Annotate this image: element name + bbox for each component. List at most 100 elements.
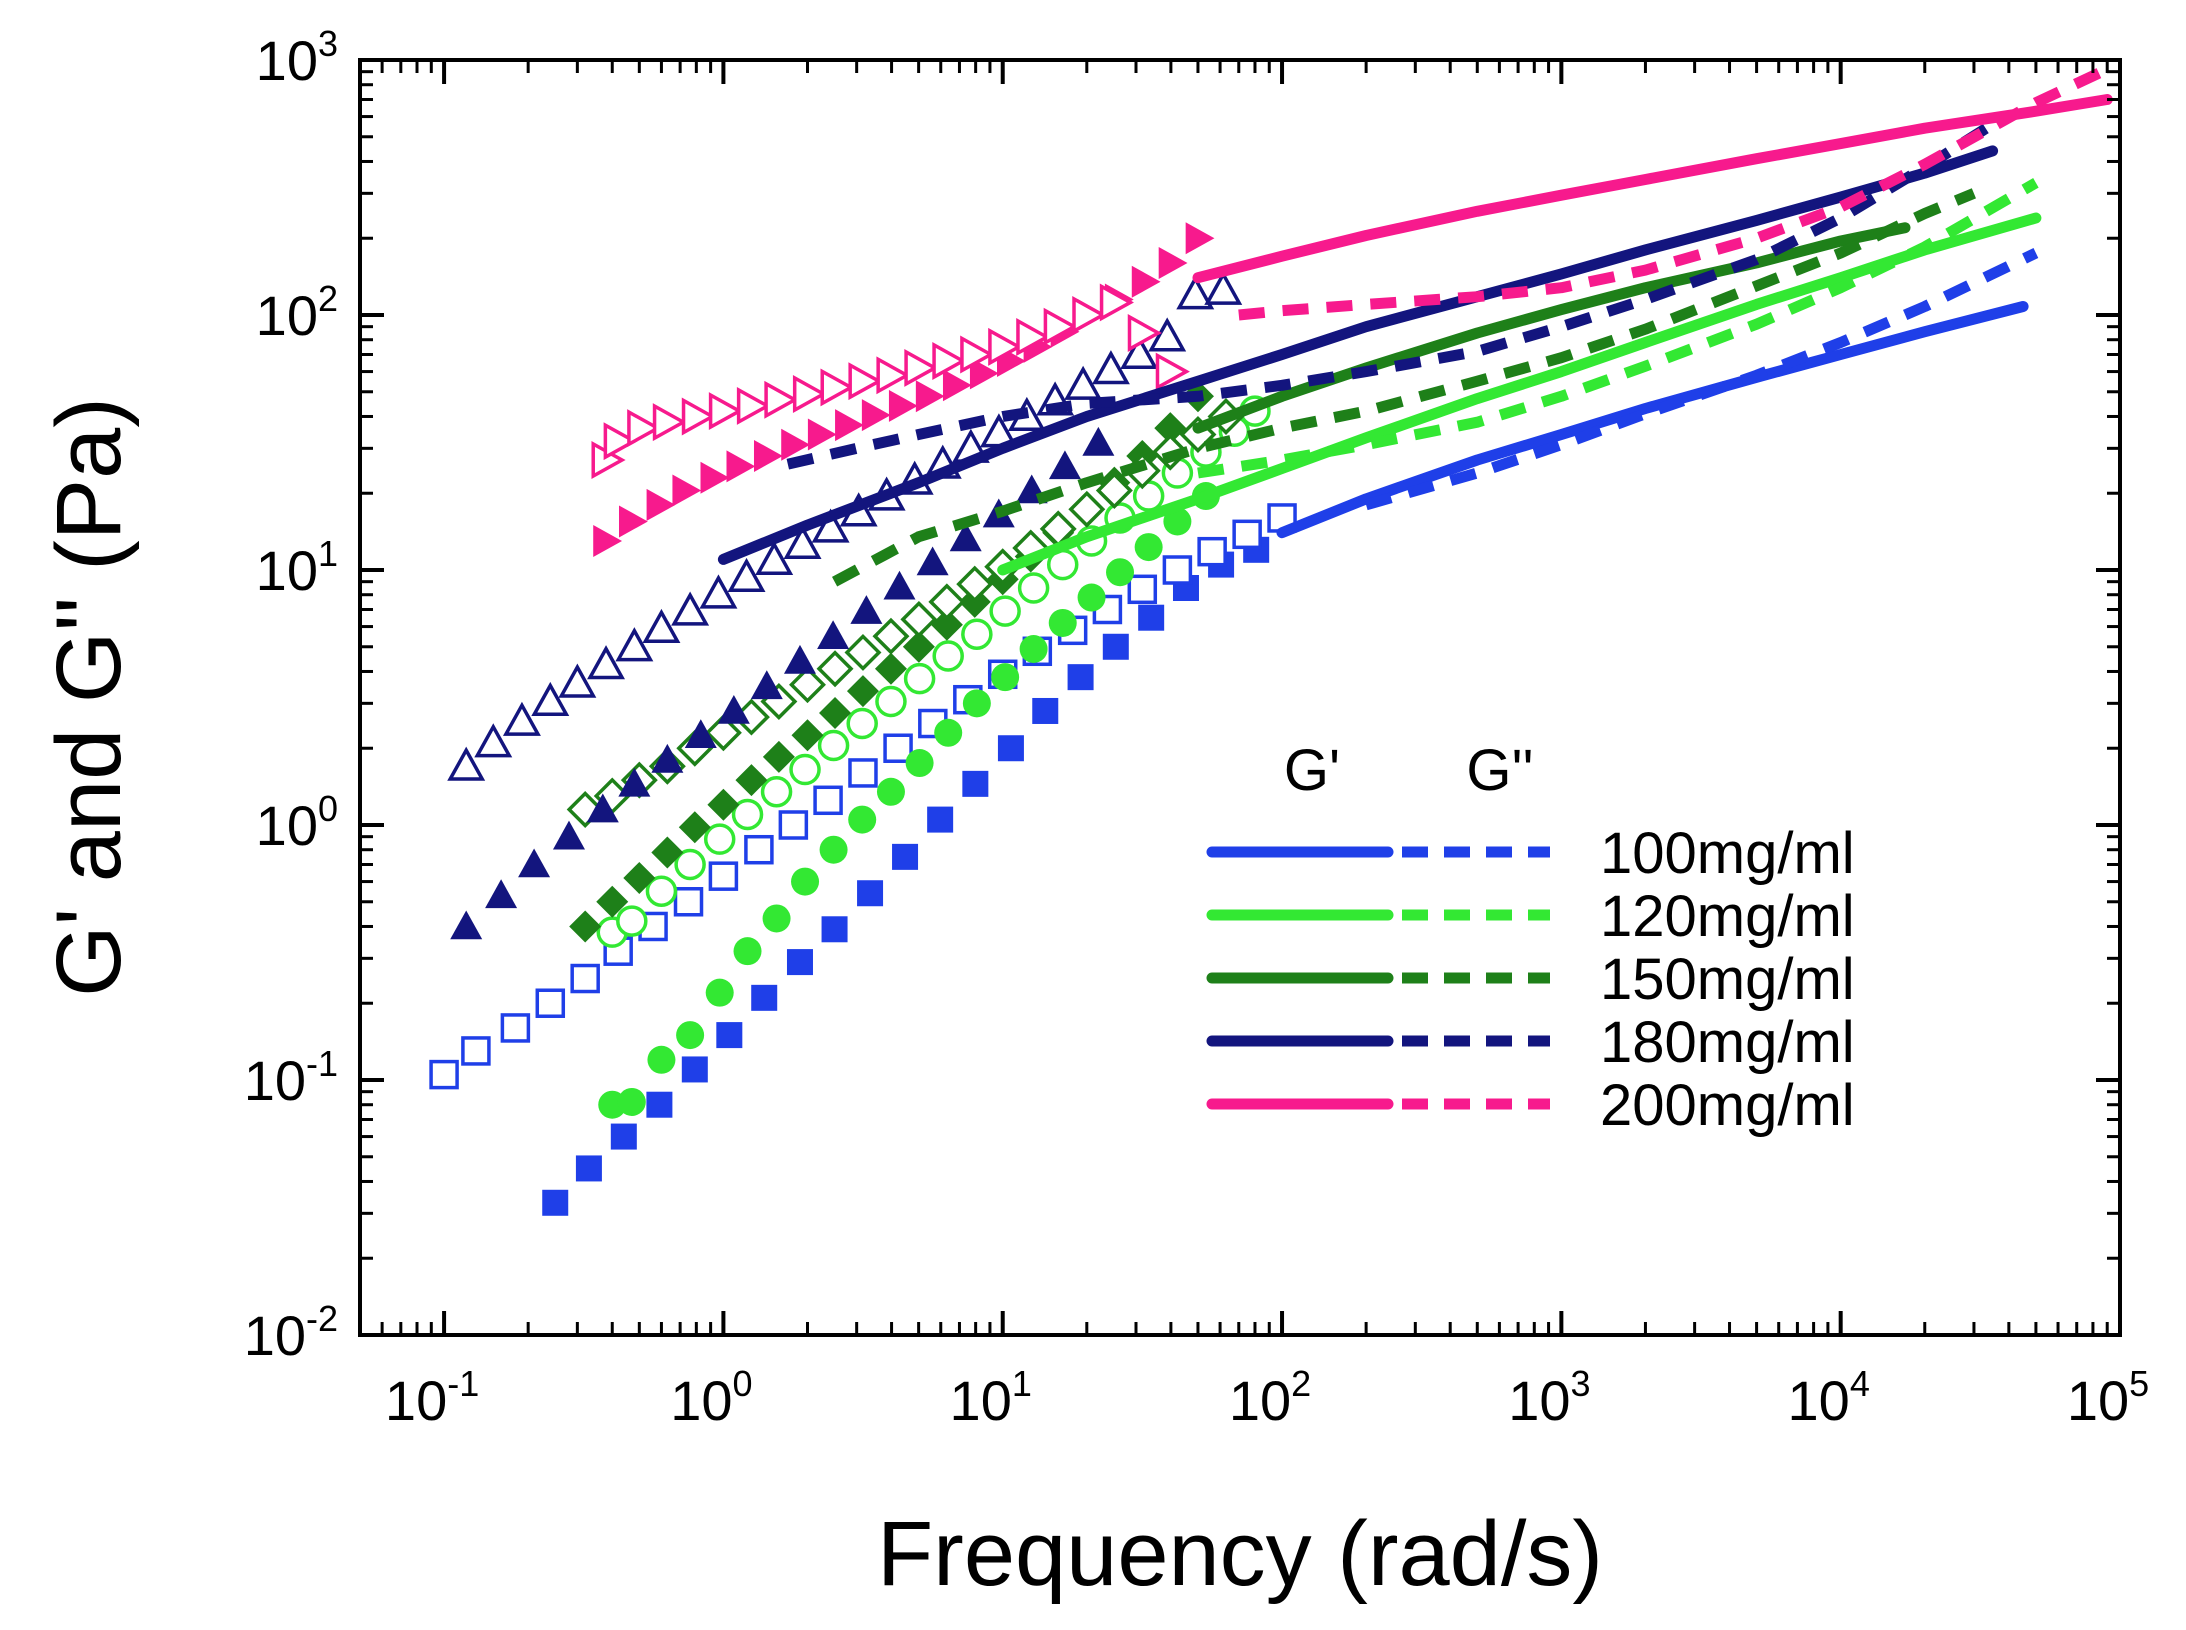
series-200mg-ml-loss-markers (591, 283, 1190, 479)
loss-point-200mg-ml (681, 397, 716, 436)
loss-point-150mg-ml (789, 666, 826, 704)
loss-line-200mg-ml (1238, 64, 2110, 321)
storage-point-200mg-ml (753, 439, 783, 472)
loss-point-180mg-ml (1204, 270, 1243, 305)
storage-line-180mg-ml (717, 145, 1999, 565)
storage-point-100mg-ml (1138, 604, 1165, 631)
series-120mg-ml-storage-markers (598, 482, 1220, 1119)
storage-point-150mg-ml (930, 608, 963, 641)
loss-point-120mg-ml (817, 729, 850, 762)
storage-point-120mg-ml (1134, 533, 1163, 562)
storage-point-100mg-ml (997, 735, 1024, 762)
legend-label-120mg-ml: 120mg/ml (1600, 884, 1855, 949)
loss-point-180mg-ml (755, 540, 794, 576)
loss-point-120mg-ml (989, 595, 1021, 627)
loss-point-100mg-ml (500, 1013, 531, 1043)
loss-point-100mg-ml (1162, 555, 1193, 585)
loss-point-100mg-ml (848, 758, 878, 788)
storage-point-200mg-ml (726, 450, 756, 483)
loss-point-100mg-ml (429, 1059, 459, 1090)
loss-point-180mg-ml (1176, 275, 1215, 310)
storage-point-180mg-ml (949, 522, 982, 552)
storage-point-200mg-ml (969, 357, 999, 390)
storage-point-100mg-ml (821, 916, 848, 943)
storage-point-120mg-ml (1019, 635, 1048, 663)
storage-point-120mg-ml (647, 1045, 676, 1074)
loss-point-180mg-ml (531, 681, 570, 717)
loss-point-180mg-ml (1148, 317, 1187, 352)
loss-point-180mg-ml (615, 627, 654, 662)
storage-point-200mg-ml (888, 389, 918, 422)
storage-point-200mg-ml (1158, 246, 1188, 279)
y-tick-label: 102 (256, 278, 338, 347)
loss-point-120mg-ml (1132, 480, 1165, 512)
x-tick-label: 10-1 (385, 1363, 479, 1432)
loss-point-200mg-ml (764, 380, 799, 419)
legend: G' G'' 100mg/ml120mg/ml150mg/ml180mg/ml2… (1206, 738, 1855, 1138)
legend-label-150mg-ml: 150mg/ml (1600, 947, 1855, 1012)
loss-line-120mg-ml (1197, 178, 2039, 479)
x-tick-label: 102 (1229, 1363, 1311, 1432)
loss-point-180mg-ml (502, 701, 541, 736)
loss-point-150mg-ml (816, 650, 854, 688)
legend-label-100mg-ml: 100mg/ml (1600, 821, 1855, 886)
legend-label-200mg-ml: 200mg/ml (1600, 1073, 1855, 1138)
storage-point-100mg-ml (681, 1056, 708, 1083)
loss-point-100mg-ml (570, 963, 600, 994)
series-180mg-ml-storage-markers (450, 426, 1115, 940)
storage-point-200mg-ml (646, 488, 676, 521)
storage-point-100mg-ml (962, 770, 989, 797)
loss-point-200mg-ml (1016, 318, 1051, 356)
loss-point-100mg-ml (708, 861, 739, 891)
storage-point-180mg-ml (883, 570, 916, 600)
storage-point-180mg-ml (552, 820, 585, 850)
loss-point-180mg-ml (474, 723, 513, 758)
loss-point-180mg-ml (811, 508, 850, 543)
storage-point-150mg-ml (596, 885, 629, 918)
loss-point-120mg-ml (674, 848, 706, 881)
x-axis-title: Frequency (rad/s) (877, 1503, 1603, 1605)
legend-label-180mg-ml: 180mg/ml (1600, 1010, 1855, 1075)
loss-point-200mg-ml (736, 386, 772, 425)
storage-point-150mg-ml (707, 788, 740, 821)
loss-point-150mg-ml (900, 600, 938, 638)
storage-point-100mg-ml (786, 949, 813, 976)
storage-point-180mg-ml (1048, 450, 1081, 480)
storage-point-200mg-ml (835, 409, 864, 442)
loss-point-200mg-ml (820, 368, 855, 407)
storage-point-150mg-ml (791, 719, 824, 752)
loss-point-100mg-ml (638, 911, 668, 942)
loss-point-120mg-ml (903, 662, 936, 695)
y-axis-title: G' and G'' (Pa) (38, 397, 140, 997)
storage-point-150mg-ml (623, 861, 656, 894)
loss-point-100mg-ml (883, 733, 913, 763)
loss-point-100mg-ml (461, 1036, 491, 1066)
storage-point-100mg-ml (542, 1189, 569, 1216)
storage-point-150mg-ml (569, 910, 602, 943)
loss-line-100mg-ml (1364, 248, 2039, 511)
loss-point-100mg-ml (673, 887, 704, 917)
loss-point-150mg-ml (1068, 490, 1106, 528)
storage-point-200mg-ml (672, 474, 702, 507)
loss-point-200mg-ml (627, 409, 662, 448)
storage-point-180mg-ml (850, 595, 883, 624)
y-tick-label: 103 (256, 23, 338, 92)
storage-point-150mg-ml (1154, 412, 1187, 445)
storage-point-100mg-ml (892, 843, 919, 870)
loss-point-180mg-ml (699, 574, 738, 609)
storage-point-120mg-ml (1077, 583, 1106, 612)
loss-point-200mg-ml (1155, 352, 1190, 391)
loss-point-200mg-ml (1127, 314, 1162, 352)
loss-point-200mg-ml (848, 362, 883, 401)
storage-point-150mg-ml (762, 740, 795, 773)
loss-point-120mg-ml (645, 875, 678, 907)
storage-point-180mg-ml (750, 670, 783, 700)
loss-point-150mg-ml (1095, 472, 1133, 509)
storage-line-150mg-ml (1192, 222, 1911, 434)
storage-point-150mg-ml (735, 764, 768, 797)
storage-line-100mg-ml (1276, 301, 2029, 539)
storage-point-100mg-ml (751, 984, 778, 1011)
storage-point-200mg-ml (807, 418, 837, 451)
loss-point-200mg-ml (904, 348, 939, 387)
